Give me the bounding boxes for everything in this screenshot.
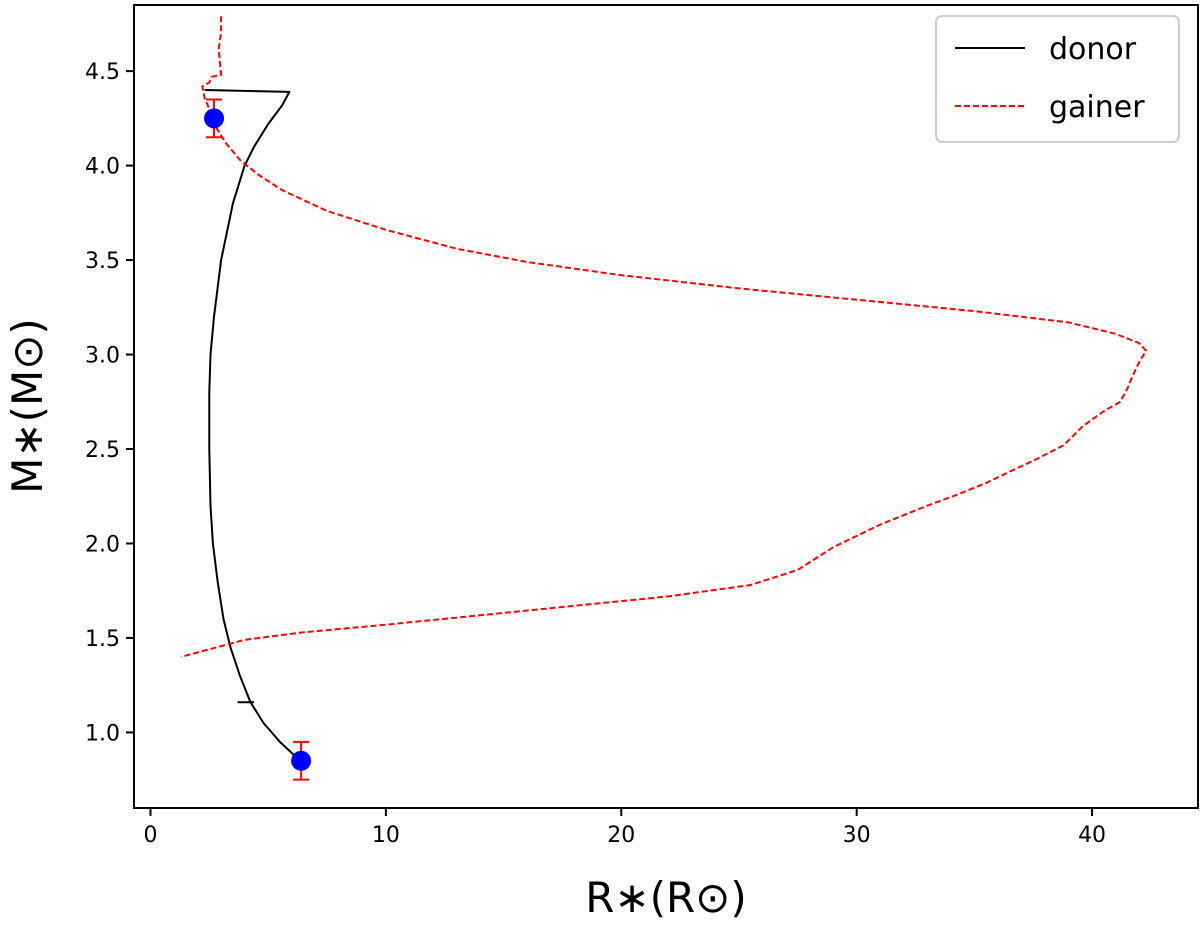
observation-0 xyxy=(204,98,225,139)
observation-point-1 xyxy=(291,750,312,771)
y-tick-label-6: 4.0 xyxy=(85,155,120,180)
legend: donor gainer xyxy=(935,15,1180,143)
plot-frame xyxy=(133,4,1199,809)
x-tick-label-3: 30 xyxy=(843,823,871,848)
y-tick-label-7: 4.5 xyxy=(85,60,120,85)
x-axis-label: R∗(R⊙) xyxy=(585,873,747,922)
x-tick-label-1: 10 xyxy=(372,823,400,848)
legend-label-donor: donor xyxy=(1049,32,1137,67)
y-tick-label-2: 2.0 xyxy=(85,532,120,557)
y-tick-label-3: 2.5 xyxy=(85,438,120,463)
y-axis-label: M∗(M⊙) xyxy=(3,318,52,494)
x-tick-label-2: 20 xyxy=(607,823,635,848)
observation-1 xyxy=(291,740,312,781)
observation-point-0 xyxy=(204,108,225,129)
x-tick-label-0: 0 xyxy=(143,823,157,848)
plot-area xyxy=(180,16,1148,781)
y-tick-label-5: 3.5 xyxy=(85,249,120,274)
y-tick-label-0: 1.0 xyxy=(85,721,120,746)
legend-label-gainer: gainer xyxy=(1049,90,1145,125)
series-gainer-line xyxy=(180,16,1148,658)
series-donor-line xyxy=(204,89,302,762)
x-tick-label-4: 40 xyxy=(1078,823,1106,848)
y-axis: 1.0 1.5 2.0 2.5 3.0 3.5 4.0 4.5 xyxy=(85,60,134,746)
y-tick-label-4: 3.0 xyxy=(85,344,120,369)
x-axis: 0 10 20 30 40 xyxy=(143,808,1106,848)
y-tick-label-1: 1.5 xyxy=(85,627,120,652)
